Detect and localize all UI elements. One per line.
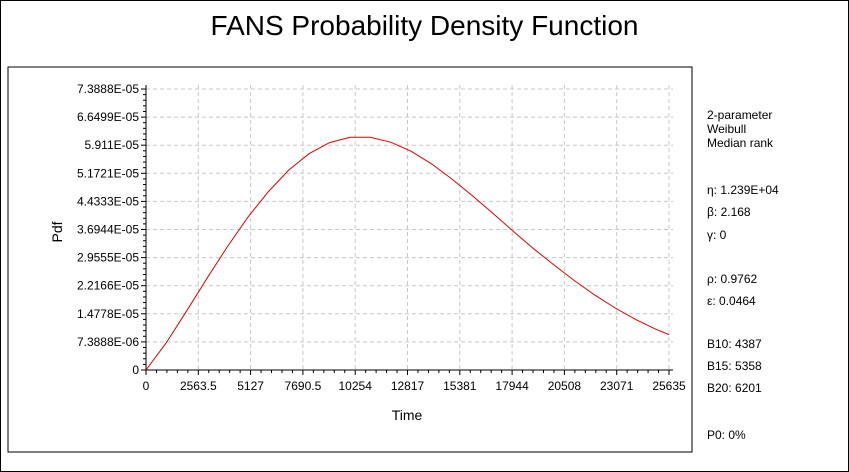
x-tick-label: 7690.5 [285,379,322,393]
y-tick-label: 5.1721E-05 [77,166,139,180]
epsilon-value: ε: 0.0464 [707,294,756,308]
grid [146,85,673,370]
x-tick-label: 25635 [652,379,686,393]
x-tick-label: 0 [143,379,150,393]
axes [145,85,673,371]
x-ticks: 0 2563.5 5127 7690.5 10254 12817 15381 17944 205… [143,370,686,393]
b10-value: B10: 4387 [707,337,762,351]
x-tick-label: 12817 [391,379,425,393]
plot-area [7,66,693,453]
b20-value: B20: 6201 [707,381,762,395]
x-tick-label: 20508 [548,379,582,393]
p0-value: P0: 0% [707,428,746,442]
y-axis-label: Pdf [49,221,65,242]
pdf-curve [145,136,670,371]
model-line-3: Median rank [707,136,774,150]
eta-value: η: 1.239E+04 [707,183,779,197]
y-tick-label: 5.911E-05 [85,138,140,152]
y-ticks: 0 7.3888E-06 1.4778E-05 2.2166E-05 2.9555E-0… [77,82,146,377]
rho-value: ρ: 0.9762 [707,272,758,286]
x-tick-label: 15381 [443,379,477,393]
x-tick-label: 2563.5 [180,379,217,393]
x-axis-label: Time [392,407,423,423]
y-tick-label: 0 [132,363,139,377]
x-tick-label: 5127 [237,379,264,393]
y-tick-label: 7.3888E-05 [77,82,139,96]
model-line-1: 2-parameter [707,108,773,122]
model-line-2: Weibull [707,122,747,136]
y-tick-label: 3.6944E-05 [77,223,139,237]
x-tick-label: 10254 [339,379,373,393]
y-tick-label: 2.2166E-05 [77,279,139,293]
gamma-value: γ: 0 [707,228,727,242]
beta-value: β: 2.168 [707,205,751,219]
y-tick-label: 6.6499E-05 [77,110,139,124]
chart-title: FANS Probability Density Function [210,10,639,41]
x-tick-label: 17944 [495,379,529,393]
b15-value: B15: 5358 [707,359,762,373]
y-tick-label: 4.4333E-05 [77,194,139,208]
y-tick-label: 2.9555E-05 [77,251,139,265]
x-tick-label: 23071 [600,379,634,393]
y-tick-label: 7.3888E-06 [77,335,139,349]
y-tick-label: 1.4778E-05 [77,307,139,321]
